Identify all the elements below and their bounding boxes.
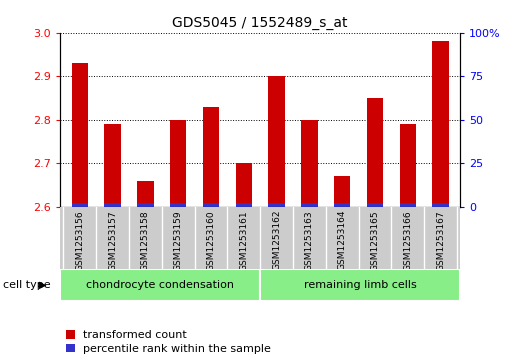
Text: GSM1253164: GSM1253164 (338, 210, 347, 270)
Text: remaining limb cells: remaining limb cells (304, 280, 417, 290)
Bar (170, 203, 186, 207)
Text: GSM1253160: GSM1253160 (207, 210, 215, 271)
Text: cell type: cell type (3, 280, 50, 290)
Text: GSM1253167: GSM1253167 (436, 210, 445, 271)
Text: ▶: ▶ (39, 280, 46, 290)
Title: GDS5045 / 1552489_s_at: GDS5045 / 1552489_s_at (173, 16, 348, 30)
Bar (203, 203, 219, 207)
Text: chondrocyte condensation: chondrocyte condensation (86, 280, 234, 290)
Legend: transformed count, percentile rank within the sample: transformed count, percentile rank withi… (66, 330, 271, 354)
Text: GSM1253159: GSM1253159 (174, 210, 183, 271)
Bar (170, 120, 186, 207)
Bar (235, 203, 252, 207)
Bar (433, 203, 449, 207)
Bar (334, 176, 350, 207)
Text: GSM1253162: GSM1253162 (272, 210, 281, 270)
Text: GSM1253158: GSM1253158 (141, 210, 150, 271)
Bar (72, 63, 88, 207)
Bar (137, 203, 154, 207)
Bar (137, 181, 154, 207)
Text: GSM1253166: GSM1253166 (403, 210, 412, 271)
Bar (400, 203, 416, 207)
Bar (60, 269, 260, 301)
Text: GSM1253161: GSM1253161 (240, 210, 248, 271)
Bar (260, 269, 460, 301)
Bar (268, 76, 285, 207)
Bar (301, 120, 317, 207)
Bar (301, 203, 317, 207)
Bar (367, 203, 383, 207)
Text: GSM1253157: GSM1253157 (108, 210, 117, 271)
Bar (367, 98, 383, 207)
Bar (235, 163, 252, 207)
Bar (203, 107, 219, 207)
Text: GSM1253156: GSM1253156 (75, 210, 84, 271)
Bar (268, 203, 285, 207)
Text: GSM1253163: GSM1253163 (305, 210, 314, 271)
Bar (433, 41, 449, 207)
Bar (400, 124, 416, 207)
Bar (72, 203, 88, 207)
Text: GSM1253165: GSM1253165 (370, 210, 380, 271)
Bar (105, 203, 121, 207)
Bar (105, 124, 121, 207)
Bar (334, 203, 350, 207)
